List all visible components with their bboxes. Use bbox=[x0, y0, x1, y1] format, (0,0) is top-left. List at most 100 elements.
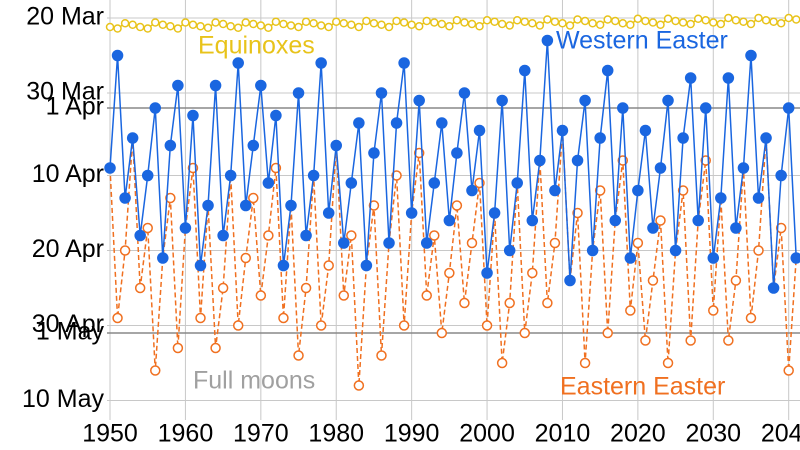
point bbox=[611, 16, 620, 26]
point bbox=[701, 16, 710, 25]
point bbox=[542, 297, 553, 309]
legend-label: Western Easter bbox=[556, 27, 728, 55]
point bbox=[558, 19, 567, 28]
point bbox=[488, 207, 501, 219]
point bbox=[315, 320, 327, 331]
point bbox=[232, 320, 244, 331]
point bbox=[677, 132, 689, 144]
point bbox=[677, 185, 689, 196]
point bbox=[761, 16, 771, 25]
point bbox=[775, 222, 787, 234]
point bbox=[392, 16, 401, 26]
point bbox=[730, 222, 742, 234]
point bbox=[142, 222, 153, 234]
point bbox=[790, 252, 800, 264]
point bbox=[618, 19, 628, 28]
point bbox=[128, 20, 137, 29]
x-tick-label: 1980 bbox=[308, 420, 364, 448]
point bbox=[196, 22, 205, 31]
point bbox=[149, 102, 162, 114]
point bbox=[369, 19, 379, 28]
point bbox=[782, 102, 795, 114]
point bbox=[278, 312, 289, 324]
point bbox=[767, 282, 780, 294]
point bbox=[549, 184, 561, 197]
point bbox=[655, 215, 666, 226]
point bbox=[707, 252, 720, 264]
point bbox=[143, 24, 152, 33]
point bbox=[647, 222, 659, 234]
point bbox=[301, 17, 311, 26]
point bbox=[217, 282, 229, 294]
point bbox=[556, 124, 569, 137]
point bbox=[217, 229, 229, 242]
point bbox=[211, 18, 220, 27]
point bbox=[307, 169, 320, 182]
point bbox=[473, 124, 486, 137]
point bbox=[745, 312, 757, 324]
point bbox=[482, 16, 492, 25]
y-tick-label: 20 Mar bbox=[26, 3, 104, 31]
x-tick-label: 1960 bbox=[158, 420, 214, 448]
x-tick-label: 1990 bbox=[384, 420, 440, 448]
point bbox=[421, 290, 432, 301]
point bbox=[113, 24, 122, 33]
x-tick-label: 1970 bbox=[233, 420, 289, 448]
point bbox=[390, 117, 403, 129]
point bbox=[429, 230, 440, 241]
point bbox=[347, 20, 356, 29]
point bbox=[324, 22, 333, 32]
point bbox=[451, 200, 463, 211]
x-tick-label: 1950 bbox=[82, 420, 138, 448]
point bbox=[360, 259, 373, 272]
point bbox=[316, 21, 326, 30]
point bbox=[503, 244, 516, 257]
point bbox=[420, 237, 433, 249]
point bbox=[520, 17, 530, 26]
point bbox=[112, 312, 123, 324]
point bbox=[165, 192, 176, 204]
point bbox=[210, 342, 221, 354]
point bbox=[202, 199, 214, 212]
point bbox=[277, 259, 290, 272]
point bbox=[573, 15, 582, 24]
point bbox=[708, 305, 719, 316]
point bbox=[172, 79, 184, 92]
y-tick-label: 20 Apr bbox=[32, 235, 104, 263]
x-tick-label: 2020 bbox=[610, 420, 666, 448]
y-tick-label: 1 May bbox=[36, 318, 105, 346]
point bbox=[362, 16, 371, 26]
point bbox=[775, 169, 787, 182]
point bbox=[398, 320, 410, 331]
x-tick-label: 2000 bbox=[459, 420, 515, 448]
point bbox=[753, 245, 764, 256]
point bbox=[345, 177, 358, 189]
point bbox=[656, 20, 665, 29]
point bbox=[376, 350, 387, 361]
point bbox=[579, 94, 591, 107]
point bbox=[323, 260, 334, 271]
point bbox=[445, 22, 454, 31]
point bbox=[588, 19, 597, 28]
point bbox=[505, 21, 514, 30]
point bbox=[776, 19, 786, 28]
point bbox=[240, 252, 252, 264]
point bbox=[512, 16, 522, 25]
point bbox=[300, 229, 312, 242]
series-line bbox=[109, 40, 797, 289]
point bbox=[179, 222, 192, 234]
point bbox=[640, 335, 651, 346]
point bbox=[233, 23, 243, 32]
point bbox=[571, 154, 584, 167]
point bbox=[383, 237, 395, 249]
point bbox=[625, 305, 636, 316]
point bbox=[346, 230, 357, 241]
point bbox=[497, 19, 507, 29]
point bbox=[354, 22, 364, 32]
point bbox=[594, 132, 606, 144]
point bbox=[309, 19, 318, 28]
point bbox=[375, 87, 388, 99]
point bbox=[194, 259, 207, 272]
point bbox=[601, 64, 614, 77]
point bbox=[187, 109, 199, 122]
